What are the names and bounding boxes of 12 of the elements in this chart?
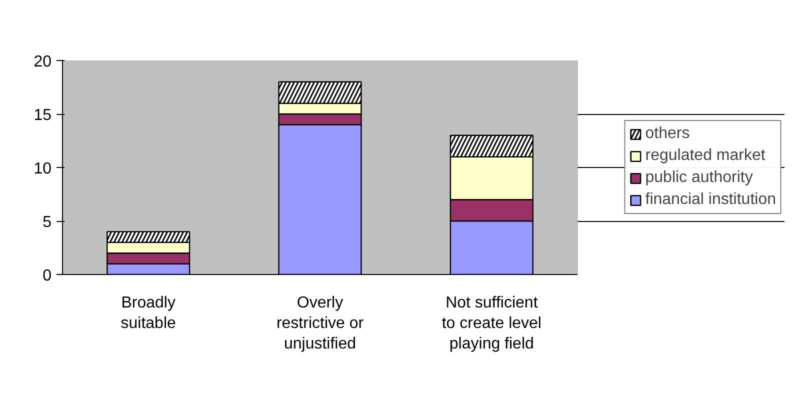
- legend-label: financial institution: [645, 191, 776, 209]
- legend-label: others: [645, 125, 690, 143]
- x-tick-label: Broadly suitable: [120, 294, 176, 332]
- x-tick-label: Overly restrictive or unjustified: [276, 294, 364, 352]
- legend-label: regulated market: [645, 147, 766, 165]
- y-tick-label: 10: [34, 160, 52, 178]
- y-tick-label: 0: [42, 268, 52, 284]
- legend-label: public authority: [645, 169, 753, 187]
- y-tick-label: 15: [34, 107, 52, 124]
- x-tick-label: Not sufficient to create level playing field: [442, 294, 542, 352]
- y-tick-label: 5: [42, 214, 52, 231]
- y-tick-label: 20: [34, 54, 52, 70]
